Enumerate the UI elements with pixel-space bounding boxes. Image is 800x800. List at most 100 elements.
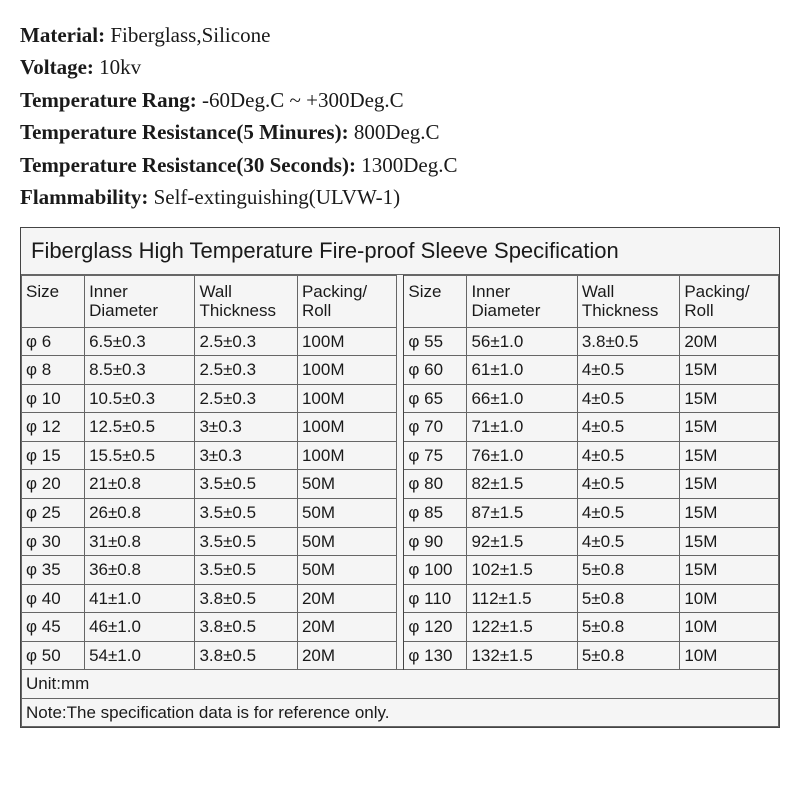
table-cell: 100M <box>297 413 396 442</box>
table-row: φ 2526±0.83.5±0.550Mφ 8587±1.54±0.515M <box>22 499 779 528</box>
table-cell: 31±0.8 <box>85 527 195 556</box>
table-cell: 3.8±0.5 <box>577 327 680 356</box>
table-cell: φ 60 <box>404 356 467 385</box>
spec-value: Fiberglass,Silicone <box>105 23 270 47</box>
col-inner: Inner Diameter <box>467 275 577 327</box>
table-cell: 10.5±0.3 <box>85 384 195 413</box>
table-cell: 4±0.5 <box>577 384 680 413</box>
column-separator <box>396 356 404 385</box>
table-cell: 87±1.5 <box>467 499 577 528</box>
table-cell: φ 50 <box>22 641 85 670</box>
table-cell: φ 20 <box>22 470 85 499</box>
table-row: φ 1212.5±0.53±0.3100Mφ 7071±1.04±0.515M <box>22 413 779 442</box>
table-cell: 15M <box>680 499 779 528</box>
table-cell: 3.5±0.5 <box>195 470 298 499</box>
unit-cell: Unit:mm <box>22 670 779 699</box>
table-cell: 3.8±0.5 <box>195 641 298 670</box>
table-cell: 50M <box>297 556 396 585</box>
table-cell: 15M <box>680 413 779 442</box>
table-cell: 76±1.0 <box>467 441 577 470</box>
column-separator <box>396 470 404 499</box>
spec-label: Temperature Rang: <box>20 88 197 112</box>
spec-label: Material: <box>20 23 105 47</box>
spec-label: Temperature Resistance(30 Seconds): <box>20 153 356 177</box>
table-cell: 82±1.5 <box>467 470 577 499</box>
col-size: Size <box>404 275 467 327</box>
table-row: φ 1010.5±0.32.5±0.3100Mφ 6566±1.04±0.515… <box>22 384 779 413</box>
table-cell: 50M <box>297 499 396 528</box>
table-row: φ 3031±0.83.5±0.550Mφ 9092±1.54±0.515M <box>22 527 779 556</box>
column-separator <box>396 556 404 585</box>
table-cell: 8.5±0.3 <box>85 356 195 385</box>
table-cell: 15M <box>680 356 779 385</box>
spec-value: -60Deg.C ~ +300Deg.C <box>197 88 404 112</box>
table-cell: φ 120 <box>404 613 467 642</box>
table-cell: 20M <box>297 641 396 670</box>
table-row: φ 4546±1.03.8±0.520Mφ 120122±1.55±0.810M <box>22 613 779 642</box>
col-pack: Packing/ Roll <box>680 275 779 327</box>
table-cell: 10M <box>680 613 779 642</box>
table-cell: 15M <box>680 556 779 585</box>
table-row: φ 2021±0.83.5±0.550Mφ 8082±1.54±0.515M <box>22 470 779 499</box>
table-cell: 4±0.5 <box>577 527 680 556</box>
table-cell: φ 55 <box>404 327 467 356</box>
spec-value: 10kv <box>94 55 141 79</box>
spec-row: Flammability: Self-extinguishing(ULVW-1) <box>20 182 780 212</box>
table-cell: 5±0.8 <box>577 584 680 613</box>
table-cell: 15M <box>680 527 779 556</box>
table-cell: φ 90 <box>404 527 467 556</box>
table-cell: 4±0.5 <box>577 499 680 528</box>
table-cell: φ 100 <box>404 556 467 585</box>
table-cell: 41±1.0 <box>85 584 195 613</box>
table-cell: 54±1.0 <box>85 641 195 670</box>
table-cell: 5±0.8 <box>577 556 680 585</box>
column-separator <box>396 499 404 528</box>
unit-row: Unit:mm <box>22 670 779 699</box>
table-cell: 122±1.5 <box>467 613 577 642</box>
table-cell: φ 65 <box>404 384 467 413</box>
table-cell: φ 75 <box>404 441 467 470</box>
table-cell: φ 70 <box>404 413 467 442</box>
column-separator <box>396 413 404 442</box>
table-cell: 50M <box>297 527 396 556</box>
table-cell: 2.5±0.3 <box>195 327 298 356</box>
spec-row: Temperature Rang: -60Deg.C ~ +300Deg.C <box>20 85 780 115</box>
table-cell: 5±0.8 <box>577 613 680 642</box>
column-separator <box>396 275 404 327</box>
table-cell: 4±0.5 <box>577 441 680 470</box>
table-cell: φ 6 <box>22 327 85 356</box>
table-cell: 46±1.0 <box>85 613 195 642</box>
table-row: φ 4041±1.03.8±0.520Mφ 110112±1.55±0.810M <box>22 584 779 613</box>
table-row: φ 3536±0.83.5±0.550Mφ 100102±1.55±0.815M <box>22 556 779 585</box>
table-cell: 3.8±0.5 <box>195 584 298 613</box>
spec-row: Temperature Resistance(5 Minures): 800De… <box>20 117 780 147</box>
table-cell: 3.5±0.5 <box>195 527 298 556</box>
table-cell: φ 85 <box>404 499 467 528</box>
spec-value: 1300Deg.C <box>356 153 458 177</box>
col-inner: Inner Diameter <box>85 275 195 327</box>
table-cell: φ 30 <box>22 527 85 556</box>
table-cell: 2.5±0.3 <box>195 356 298 385</box>
table-cell: 102±1.5 <box>467 556 577 585</box>
table-cell: 20M <box>680 327 779 356</box>
table-title: Fiberglass High Temperature Fire-proof S… <box>21 228 779 275</box>
table-cell: φ 8 <box>22 356 85 385</box>
table-row: φ 1515.5±0.53±0.3100Mφ 7576±1.04±0.515M <box>22 441 779 470</box>
table-cell: 3±0.3 <box>195 441 298 470</box>
table-cell: 5±0.8 <box>577 641 680 670</box>
table-cell: 15M <box>680 384 779 413</box>
table-cell: 112±1.5 <box>467 584 577 613</box>
table-row: φ 66.5±0.32.5±0.3100Mφ 5556±1.03.8±0.520… <box>22 327 779 356</box>
col-wall: Wall Thickness <box>577 275 680 327</box>
table-cell: 66±1.0 <box>467 384 577 413</box>
table-cell: 3.5±0.5 <box>195 556 298 585</box>
table-cell: 10M <box>680 641 779 670</box>
column-separator <box>396 384 404 413</box>
table-cell: 50M <box>297 470 396 499</box>
table-header-row: Size Inner Diameter Wall Thickness Packi… <box>22 275 779 327</box>
table-cell: 71±1.0 <box>467 413 577 442</box>
col-pack: Packing/ Roll <box>297 275 396 327</box>
table-cell: φ 40 <box>22 584 85 613</box>
table-cell: 21±0.8 <box>85 470 195 499</box>
table-cell: 4±0.5 <box>577 470 680 499</box>
